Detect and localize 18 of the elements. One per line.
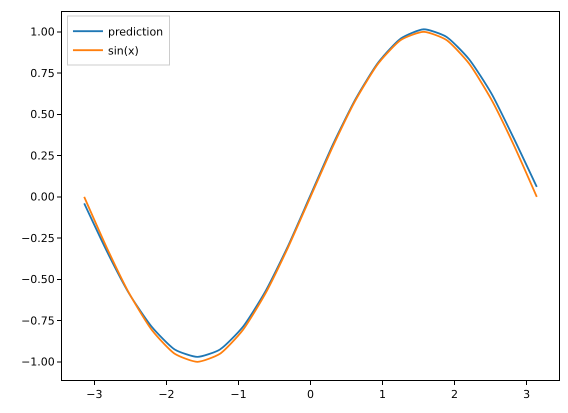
x-tick-label: −2 xyxy=(158,388,175,402)
x-tick-label: 2 xyxy=(451,388,458,402)
x-tick-label: 3 xyxy=(523,388,530,402)
x-tick-label: 1 xyxy=(379,388,386,402)
y-tick-label: −0.75 xyxy=(21,314,55,328)
x-tick-label: 0 xyxy=(307,388,314,402)
y-tick-label: −1.00 xyxy=(21,356,55,369)
legend-label: prediction xyxy=(108,25,164,38)
y-tick-label: −0.50 xyxy=(21,273,55,286)
y-tick-label: 0.50 xyxy=(30,108,55,122)
y-tick-label: 0.75 xyxy=(30,66,55,80)
x-tick-label: −1 xyxy=(230,388,247,402)
y-tick-label: 0.00 xyxy=(30,190,55,204)
y-tick-label: −0.25 xyxy=(21,232,55,245)
x-tick-label: −3 xyxy=(86,388,103,402)
y-tick-label: 0.25 xyxy=(30,149,55,162)
legend-label: sin(x) xyxy=(108,44,139,58)
y-tick-label: 1.00 xyxy=(30,26,55,39)
